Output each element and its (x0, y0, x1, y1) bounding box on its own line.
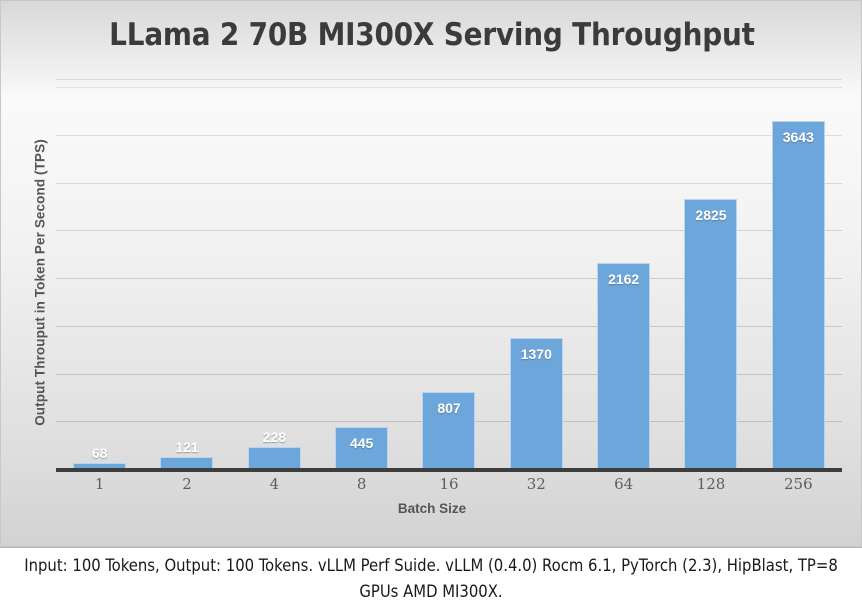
bar[interactable] (509, 338, 563, 469)
x-axis-tick-label: 8 (356, 475, 367, 493)
bar[interactable] (335, 426, 389, 469)
bar-slot: 445 (318, 87, 405, 469)
x-axis-tick-label: 1 (94, 475, 105, 493)
bar[interactable] (684, 199, 738, 469)
bar-series: 68 121 228 445 807 1370 2162 2825 3643 (56, 87, 842, 469)
chart-card: LLama 2 70B MI300X Serving Throughput Ou… (0, 0, 862, 547)
bar-slot: 3643 (755, 87, 842, 469)
x-axis-tick-label: 4 (269, 475, 280, 493)
bar-slot: 68 (56, 87, 143, 469)
gridline (56, 278, 842, 279)
bar[interactable] (422, 391, 476, 469)
bar-slot: 228 (231, 87, 318, 469)
x-axis-tick-label: 128 (696, 475, 726, 493)
title-divider (56, 79, 842, 80)
bar-value-label: 68 (91, 444, 108, 461)
footer-note: Input: 100 Tokens, Output: 100 Tokens. v… (0, 547, 862, 609)
gridline (56, 134, 842, 136)
footer-note-text: Input: 100 Tokens, Output: 100 Tokens. v… (24, 555, 838, 601)
gridline (56, 182, 842, 184)
x-axis-tick-label: 256 (784, 475, 813, 493)
x-axis-title: Batch Size (397, 501, 467, 516)
bar-value-label: 228 (262, 429, 286, 446)
bar[interactable] (247, 447, 301, 469)
x-axis-tick-label: 32 (526, 475, 546, 493)
bar-slot: 121 (143, 87, 230, 469)
chart-title: LLama 2 70B MI300X Serving Throughput (109, 17, 755, 53)
gridline (56, 87, 842, 88)
gridline (56, 325, 842, 327)
x-axis-tick-labels: 1 2 4 8 16 32 64 128 256 (56, 475, 842, 497)
bar[interactable] (771, 121, 825, 469)
bar-slot: 2825 (667, 87, 754, 469)
bar-slot: 807 (405, 87, 492, 469)
y-axis-title: Output Throuput in Token Per Second (TPS… (32, 139, 48, 426)
x-axis-tick-label: 2 (182, 475, 192, 493)
bar-value-label: 121 (175, 439, 199, 456)
x-axis-tick-label: 16 (439, 475, 459, 493)
x-axis-tick-label: 64 (614, 475, 634, 493)
bar-slot: 1370 (493, 87, 580, 469)
x-axis-line (56, 468, 842, 472)
bar[interactable] (597, 262, 651, 469)
gridline (56, 230, 842, 232)
gridline (56, 373, 842, 375)
bar-slot: 2162 (580, 87, 667, 469)
